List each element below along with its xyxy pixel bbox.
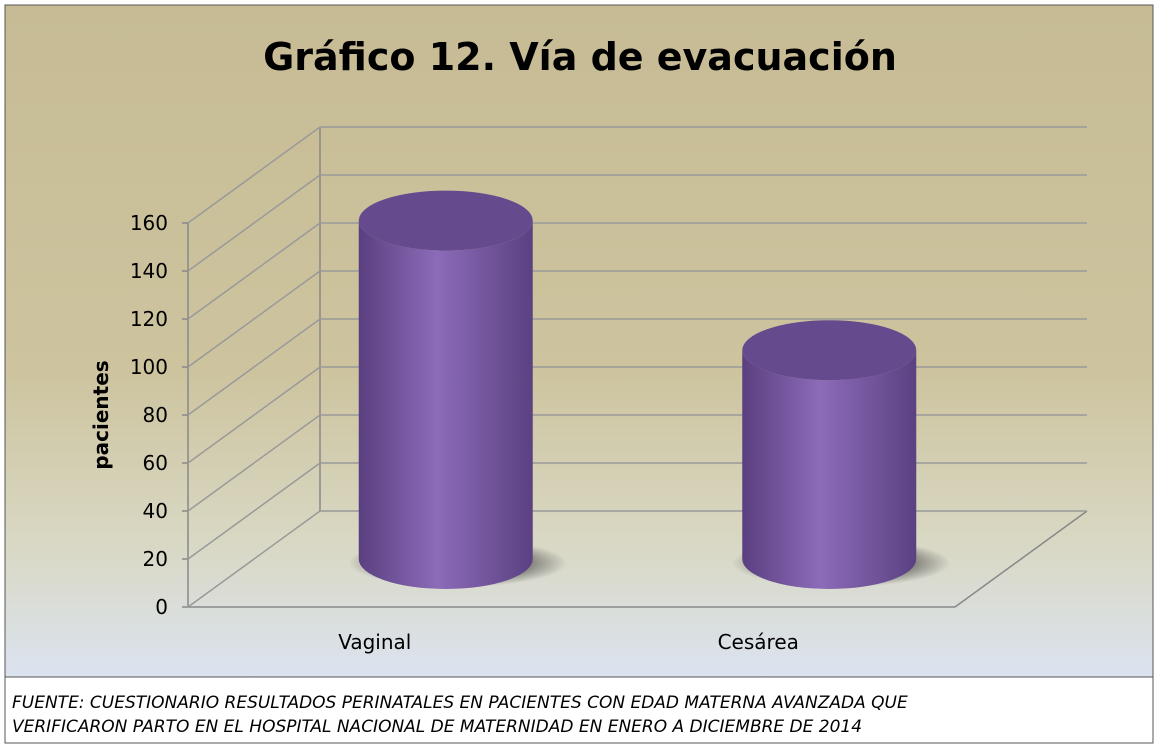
y-tick-label: 20: [143, 547, 168, 571]
y-tick-label: 120: [130, 307, 168, 331]
bar-top: [358, 190, 533, 251]
chart-area: [4, 4, 1154, 678]
y-tick-label: 60: [143, 451, 168, 475]
grid-line: [187, 126, 321, 224]
y-axis-label: pacientes: [89, 360, 113, 469]
chart-title: Gráfico 12. Vía de evacuación: [263, 35, 897, 79]
grid-line: [187, 462, 321, 560]
y-tick-label: 100: [130, 355, 168, 379]
footer-line: FUENTE: CUESTIONARIO RESULTADOS PERINATA…: [12, 693, 908, 713]
footer-line: VERIFICARON PARTO EN EL HOSPITAL NACIONA…: [12, 717, 862, 737]
grid-line: [187, 414, 321, 512]
bar: [742, 350, 917, 590]
grid-line: [187, 174, 321, 272]
grid-line: [187, 510, 321, 608]
y-tick-label: 140: [130, 259, 168, 283]
x-tick-label: Vaginal: [338, 630, 411, 654]
x-tick-label: Cesárea: [718, 630, 799, 654]
footer-box: [4, 676, 1154, 744]
grid-line: [187, 222, 321, 320]
y-tick-label: 40: [143, 499, 168, 523]
grid-line: [187, 366, 321, 464]
y-tick-label: 0: [155, 595, 168, 619]
grid-line: [187, 270, 321, 368]
bar: [358, 220, 533, 590]
y-tick-label: 80: [143, 403, 168, 427]
y-tick-label: 160: [130, 211, 168, 235]
floor-edge: [954, 510, 1088, 608]
bar-top: [742, 320, 917, 381]
grid-line: [187, 318, 321, 416]
